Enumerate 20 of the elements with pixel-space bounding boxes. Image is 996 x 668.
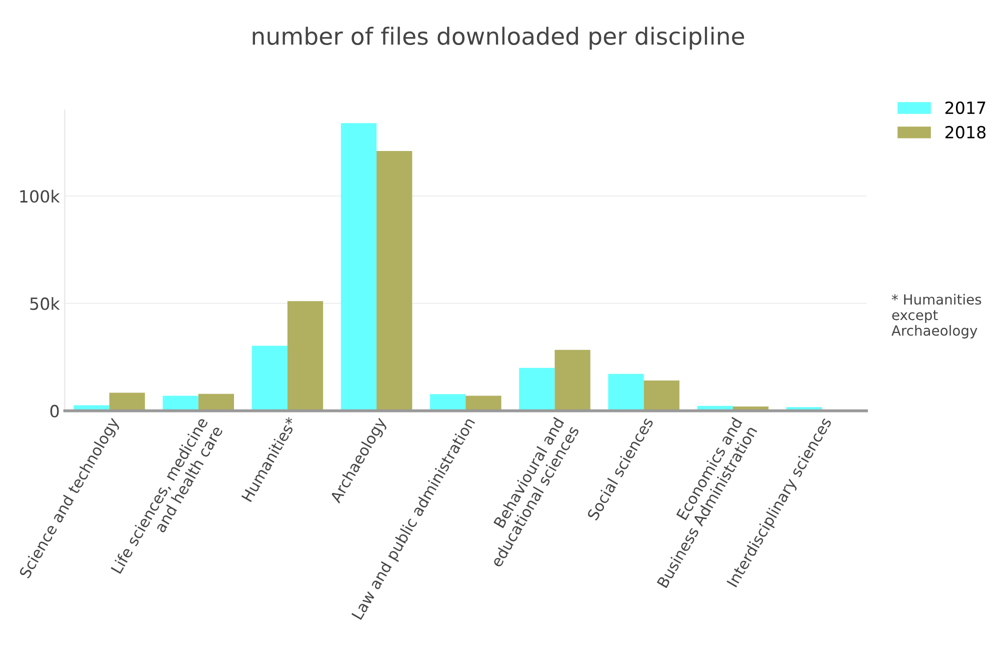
chart-title: number of files downloaded per discipline bbox=[252, 26, 744, 50]
bar bbox=[340, 123, 377, 411]
y-tick-label: 0 bbox=[50, 404, 59, 418]
bar bbox=[162, 396, 198, 411]
text: * Humanities except Archaeology bbox=[892, 294, 982, 338]
legend-label: 2018 bbox=[945, 126, 986, 139]
bar bbox=[644, 380, 680, 411]
y-tick-label: 100k bbox=[20, 190, 60, 203]
bar bbox=[430, 394, 466, 411]
bar bbox=[376, 151, 412, 411]
bar bbox=[519, 368, 555, 411]
bar bbox=[608, 374, 644, 411]
legend-label: 2017 bbox=[945, 101, 986, 114]
bar bbox=[252, 346, 288, 411]
bar bbox=[109, 392, 145, 411]
bar bbox=[198, 394, 234, 411]
bar bbox=[554, 350, 590, 411]
bar bbox=[466, 396, 502, 411]
bar bbox=[287, 301, 324, 411]
y-tick-label: 50k bbox=[30, 297, 60, 310]
